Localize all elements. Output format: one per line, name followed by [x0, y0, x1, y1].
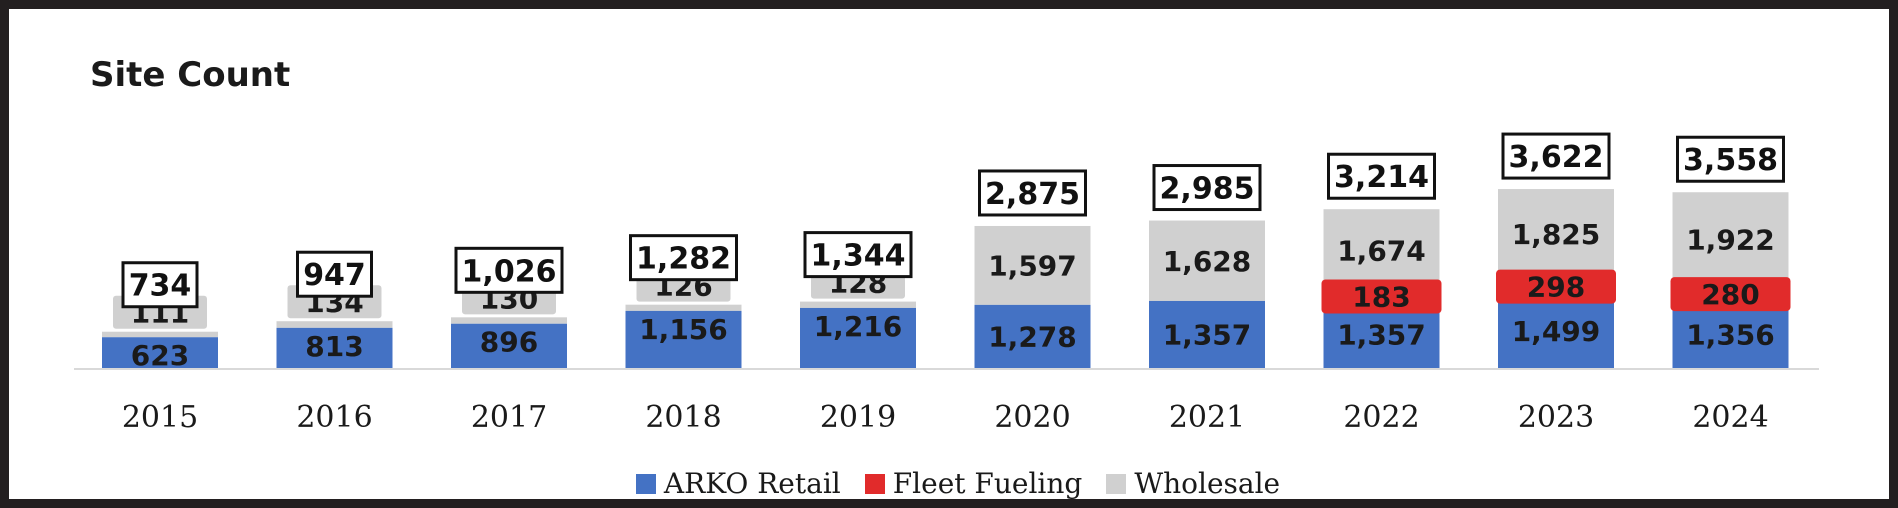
bar-wholesale-2022 — [1323, 209, 1440, 292]
total-label-2015: 734 — [129, 269, 192, 304]
total-label-2020: 2,875 — [985, 177, 1080, 212]
legend-label-fleet-fueling: Fleet Fueling — [892, 467, 1083, 500]
bar-fleet-fueling-2022-label-bg — [1321, 279, 1442, 314]
total-label-2023: 3,622 — [1509, 140, 1604, 175]
total-box-2017 — [454, 246, 564, 294]
bar-arko-retail-2015 — [102, 337, 218, 368]
total-box-2018 — [629, 234, 738, 282]
x-tick-2022: 2022 — [1343, 400, 1419, 435]
x-tick-2019: 2019 — [820, 400, 896, 435]
legend-swatch-wholesale — [1106, 473, 1127, 494]
label-arko-retail-2024: 1,356 — [1686, 319, 1775, 352]
label-arko-retail-2016: 813 — [305, 330, 363, 363]
x-tick-2016: 2016 — [296, 400, 372, 435]
bar-fleet-fueling-2023-label-bg — [1496, 269, 1616, 304]
bar-wholesale-2016 — [276, 321, 393, 328]
bar-arko-retail-2017 — [451, 323, 567, 368]
bar-arko-retail-2020 — [974, 304, 1091, 368]
label-arko-retail-2019: 1,216 — [814, 310, 903, 343]
legend-item-fleet-fueling: Fleet Fueling — [864, 467, 1083, 500]
total-box-2024 — [1676, 135, 1785, 183]
x-tick-2021: 2021 — [1169, 400, 1245, 435]
x-tick-2024: 2024 — [1692, 400, 1768, 435]
bar-wholesale-2019 — [800, 301, 916, 308]
label-wholesale-2024: 1,922 — [1686, 224, 1775, 257]
x-tick-2020: 2020 — [994, 400, 1070, 435]
total-label-2021: 2,985 — [1160, 172, 1255, 207]
bar-arko-retail-2016 — [276, 327, 393, 368]
x-tick-2018: 2018 — [645, 400, 721, 435]
total-box-2020 — [978, 169, 1087, 217]
chart-title: Site Count — [90, 55, 291, 95]
x-tick-2015: 2015 — [122, 400, 198, 435]
bar-wholesale-2023 — [1498, 189, 1614, 280]
chart-legend: ARKO Retail Fleet Fueling Wholesale — [9, 467, 1898, 500]
legend-label-arko-retail: ARKO Retail — [663, 467, 841, 500]
total-box-2019 — [803, 231, 913, 279]
bar-wholesale-2017 — [451, 317, 567, 324]
total-label-2017: 1,026 — [462, 254, 557, 289]
total-label-2019: 1,344 — [811, 239, 906, 274]
label-arko-retail-2023: 1,499 — [1512, 315, 1601, 348]
bar-wholesale-2015 — [102, 331, 218, 338]
bar-arko-retail-2024 — [1672, 301, 1789, 368]
bar-wholesale-2018 — [625, 304, 742, 311]
total-label-2024: 3,558 — [1683, 143, 1778, 178]
legend-swatch-arko-retail — [635, 473, 656, 494]
bar-fleet-fueling-2024-label-bg — [1670, 277, 1791, 312]
total-box-2021 — [1152, 164, 1262, 212]
legend-swatch-fleet-fueling — [864, 473, 885, 494]
label-fleet-fueling-2024: 280 — [1701, 278, 1759, 311]
total-box-2015 — [121, 261, 199, 309]
label-arko-retail-2021: 1,357 — [1163, 318, 1252, 351]
bar-wholesale-2020 — [974, 225, 1091, 305]
x-tick-2017: 2017 — [471, 400, 547, 435]
total-label-2022: 3,214 — [1334, 160, 1429, 195]
label-arko-retail-2020: 1,278 — [988, 320, 1077, 353]
bar-arko-retail-2019 — [800, 307, 916, 368]
label-wholesale-2023: 1,825 — [1512, 218, 1601, 251]
label-arko-retail-2017: 896 — [480, 326, 538, 359]
label-wholesale-2020: 1,597 — [988, 249, 1077, 282]
bar-wholesale-2024 — [1672, 192, 1789, 288]
label-wholesale-2021: 1,628 — [1163, 245, 1252, 278]
legend-item-arko-retail: ARKO Retail — [635, 467, 841, 500]
bar-arko-retail-2018 — [625, 310, 742, 368]
legend-label-wholesale: Wholesale — [1134, 467, 1281, 500]
label-arko-retail-2018: 1,156 — [639, 313, 728, 346]
total-label-2018: 1,282 — [636, 242, 731, 277]
label-arko-retail-2015: 623 — [131, 339, 189, 372]
total-label-2016: 947 — [303, 258, 366, 293]
label-wholesale-2022: 1,674 — [1337, 235, 1426, 268]
label-arko-retail-2022: 1,357 — [1337, 318, 1426, 351]
total-box-2022 — [1327, 152, 1436, 200]
legend-item-wholesale: Wholesale — [1106, 467, 1280, 500]
bar-wholesale-2021 — [1149, 220, 1265, 301]
chart-plot: 111623734201513481394720161308961,026201… — [74, 132, 1819, 435]
total-box-2023 — [1501, 132, 1611, 180]
bar-arko-retail-2023 — [1498, 293, 1614, 368]
total-box-2016 — [296, 250, 373, 298]
x-tick-2023: 2023 — [1518, 400, 1594, 435]
label-fleet-fueling-2022: 183 — [1352, 280, 1410, 313]
bar-arko-retail-2021 — [1149, 300, 1265, 368]
label-fleet-fueling-2023: 298 — [1527, 271, 1585, 304]
